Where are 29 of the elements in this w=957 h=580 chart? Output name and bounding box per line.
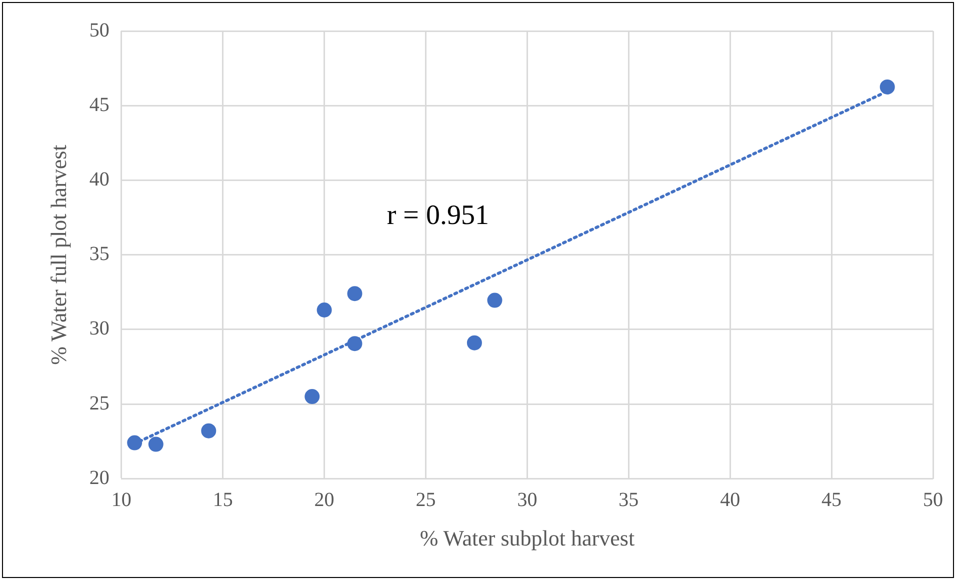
- x-tick-label: 50: [923, 488, 943, 511]
- annotation: r = 0.951: [386, 200, 489, 232]
- point: [487, 292, 502, 308]
- x-axis-title: % Water subplot harvest: [420, 526, 635, 551]
- y-tick-label: 20: [89, 466, 110, 489]
- y-tick-label: 50: [89, 19, 110, 42]
- x-tick-label: 10: [111, 488, 132, 511]
- point: [304, 389, 320, 404]
- x-tick-label: 15: [212, 488, 233, 511]
- y-tick-label: 40: [89, 168, 110, 190]
- x-tick-label: 30: [517, 488, 538, 511]
- x-tick-label: 40: [720, 488, 740, 511]
- point: [127, 435, 142, 450]
- point: [347, 336, 362, 352]
- point: [880, 79, 895, 94]
- x-tick-label: 35: [618, 488, 639, 511]
- y-tick-label: 30: [89, 318, 110, 340]
- x-tick-label: 20: [314, 488, 334, 511]
- y-tick-label: 35: [89, 243, 110, 266]
- x-tick-label: 45: [822, 488, 842, 511]
- point: [347, 286, 362, 302]
- point: [148, 436, 164, 452]
- point: [466, 335, 482, 350]
- x-tick-label: 25: [416, 488, 436, 511]
- y-axis-title: % Water full plot harvest: [46, 144, 71, 365]
- y-tick-label: 45: [89, 94, 110, 116]
- y-tick-label: 25: [89, 392, 110, 414]
- point: [316, 302, 332, 318]
- point: [201, 423, 216, 438]
